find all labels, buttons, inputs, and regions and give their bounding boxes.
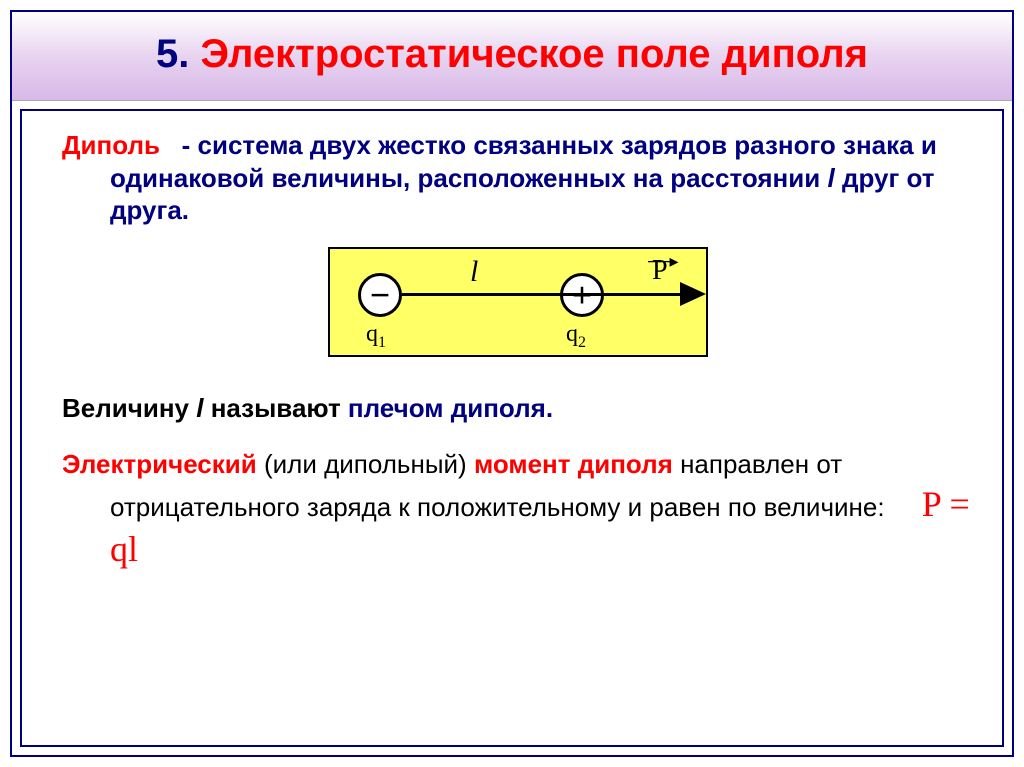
- arm-mid: называют: [211, 393, 341, 423]
- content-area: Диполь - система двух жестко связанных з…: [12, 101, 1012, 755]
- definition-text: - система двух жестко связанных зарядов …: [110, 130, 937, 193]
- arm-var: l: [196, 393, 203, 423]
- q1-symbol: q: [366, 321, 378, 347]
- definition-paragraph: Диполь - система двух жестко связанных з…: [62, 129, 974, 227]
- definition-var: l: [827, 163, 834, 193]
- q2-label: q2: [566, 321, 586, 352]
- negative-charge: −: [358, 273, 402, 317]
- dipole-diagram: − + l ──▸ P q1 q2: [328, 247, 708, 357]
- vector-label: P: [652, 255, 668, 287]
- moment-term1: Электрический: [62, 449, 257, 479]
- q2-sub: 2: [578, 333, 586, 350]
- q1-sub: 1: [378, 333, 386, 350]
- arm-paragraph: Величину l называют плечом диполя.: [62, 392, 974, 425]
- q1-label: q1: [366, 321, 386, 352]
- q2-symbol: q: [566, 321, 578, 347]
- title-bar: 5. Электростатическое поле диполя: [12, 12, 1012, 101]
- title-text: Электростатическое поле диполя: [201, 32, 868, 76]
- moment-term2: момент диполя: [474, 449, 673, 479]
- slide-title: 5. Электростатическое поле диполя: [32, 30, 992, 78]
- moment-paragraph: Электрический (или дипольный) момент дип…: [62, 448, 974, 572]
- length-label: l: [470, 255, 478, 289]
- content-box: Диполь - система двух жестко связанных з…: [20, 109, 1004, 747]
- arm-pre: Величину: [62, 393, 189, 423]
- term-dipole: Диполь: [62, 130, 160, 160]
- arrow-head-icon: [680, 282, 706, 306]
- title-number: 5.: [156, 32, 189, 76]
- moment-plain: (или дипольный): [264, 449, 467, 479]
- dipole-axis-line: [402, 293, 690, 296]
- minus-sign: −: [370, 277, 391, 313]
- arm-term: плечом диполя.: [348, 393, 553, 423]
- diagram-container: − + l ──▸ P q1 q2: [62, 247, 974, 362]
- slide-frame: 5. Электростатическое поле диполя Диполь…: [10, 10, 1014, 757]
